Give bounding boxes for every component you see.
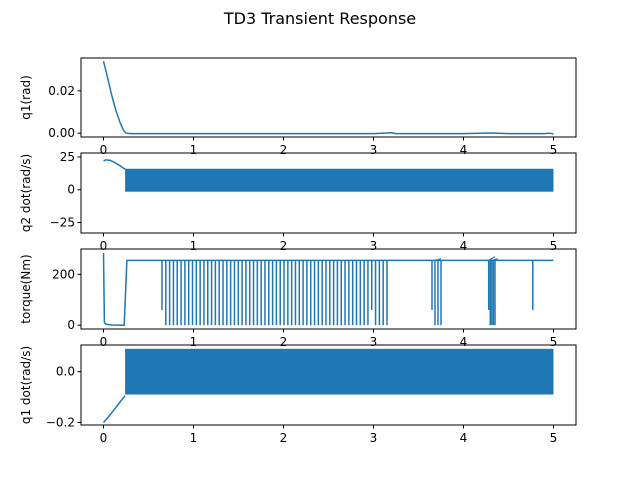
y-tick-label: 0.00 (48, 126, 75, 140)
axes-frame (80, 248, 577, 330)
y-tick-label: −0.2 (46, 415, 75, 429)
x-tick-label: 0 (100, 335, 108, 349)
subplot-2: 0 1 2 3 4 5 −25 0 25 q2 dot(rad/s) (19, 150, 577, 253)
y-tick-label: 0.02 (48, 84, 75, 98)
axes-frame (80, 57, 577, 138)
figure-title: TD3 Transient Response (223, 9, 416, 28)
x-tick-label: 5 (550, 431, 558, 445)
y-axis-label: q1(rad) (19, 75, 33, 120)
series-line-1 (102, 60, 554, 135)
x-tick-label: 4 (460, 431, 468, 445)
x-tick-label: 2 (280, 335, 288, 349)
series-line-1 (103, 159, 126, 171)
plot-area (102, 60, 554, 135)
oscillation-band (125, 168, 554, 192)
x-tick-label: 5 (550, 143, 558, 157)
x-tick-label: 4 (460, 335, 468, 349)
plot-area (102, 252, 554, 326)
x-tick-label: 1 (190, 431, 198, 445)
y-tick-label: 200 (52, 267, 75, 281)
torque-overshoot (491, 258, 498, 262)
x-tick-label: 0 (100, 143, 108, 157)
x-tick-label: 0 (100, 431, 108, 445)
x-tick-label: 3 (370, 239, 378, 253)
subplot-1: 0 1 2 3 4 5 0.00 0.02 q1(rad) (19, 57, 577, 157)
subplot-3: 0 1 2 3 4 5 0 200 torque(Nm) (19, 248, 577, 349)
y-tick-label: 25 (60, 150, 75, 164)
subplot-4: 0 1 2 3 4 5 −0.2 0.0 q1 dot(rad/s) (19, 344, 577, 445)
x-tick-label: 1 (190, 143, 198, 157)
plot-area (103, 159, 554, 192)
series-line-1 (102, 252, 554, 326)
axes-frame (80, 152, 577, 234)
y-axis-label: torque(Nm) (19, 254, 33, 323)
x-tick-label: 2 (280, 431, 288, 445)
y-tick-label: −25 (50, 216, 75, 230)
x-tick-label: 4 (460, 143, 468, 157)
x-tick-label: 1 (190, 239, 198, 253)
torque-overshoot (488, 256, 496, 261)
x-tick-label: 3 (370, 143, 378, 157)
x-tick-label: 1 (190, 335, 198, 349)
x-tick-label: 2 (280, 239, 288, 253)
x-tick-label: 5 (550, 335, 558, 349)
x-tick-label: 5 (550, 239, 558, 253)
y-axis-label: q2 dot(rad/s) (19, 154, 33, 232)
oscillation-band (125, 348, 554, 395)
x-tick-label: 3 (370, 335, 378, 349)
plot-area (102, 348, 554, 423)
y-tick-label: 0 (67, 318, 75, 332)
x-tick-label: 2 (280, 143, 288, 157)
x-tick-label: 3 (370, 431, 378, 445)
series-line-1 (102, 395, 126, 423)
y-tick-label: 0 (67, 183, 75, 197)
x-tick-label: 0 (100, 239, 108, 253)
axes-frame (80, 344, 577, 426)
x-tick-label: 4 (460, 239, 468, 253)
torque-overshoot (434, 258, 442, 262)
y-axis-label: q1 dot(rad/s) (19, 346, 33, 424)
y-tick-label: 0.0 (56, 365, 75, 379)
